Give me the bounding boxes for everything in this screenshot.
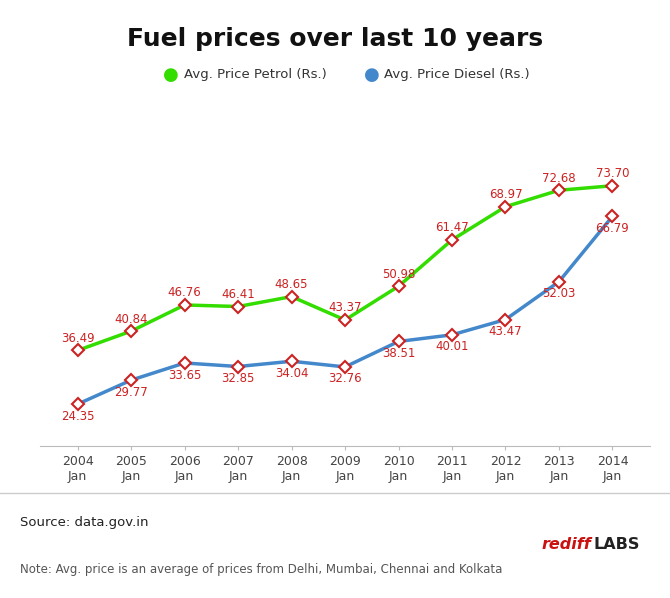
Text: 43.47: 43.47 [488,325,523,338]
Text: 40.84: 40.84 [115,313,148,325]
Text: 38.51: 38.51 [382,347,415,360]
Text: 36.49: 36.49 [61,332,94,345]
Text: 33.65: 33.65 [168,368,201,382]
Text: 24.35: 24.35 [61,410,94,423]
Text: Avg. Price Petrol (Rs.): Avg. Price Petrol (Rs.) [184,68,327,81]
Text: 34.04: 34.04 [275,367,308,380]
Text: 40.01: 40.01 [436,340,469,353]
Text: 72.68: 72.68 [542,172,576,185]
Text: 46.76: 46.76 [168,286,202,300]
Text: 43.37: 43.37 [328,301,362,315]
Text: 50.98: 50.98 [382,268,415,280]
Text: LABS: LABS [594,536,640,552]
Text: rediff: rediff [541,536,591,552]
Text: 46.41: 46.41 [221,288,255,301]
Text: Fuel prices over last 10 years: Fuel prices over last 10 years [127,27,543,51]
Text: 66.79: 66.79 [596,222,629,235]
Text: 32.85: 32.85 [221,372,255,385]
Text: Source: data.gov.in: Source: data.gov.in [20,515,149,529]
Text: 32.76: 32.76 [328,373,362,386]
Text: ●: ● [163,66,179,84]
Text: ●: ● [364,66,380,84]
Text: 29.77: 29.77 [115,386,148,399]
Text: 61.47: 61.47 [435,221,469,234]
Text: 68.97: 68.97 [488,188,523,201]
Text: 52.03: 52.03 [542,287,576,300]
Text: Note: Avg. price is an average of prices from Delhi, Mumbai, Chennai and Kolkata: Note: Avg. price is an average of prices… [20,563,502,576]
Text: Avg. Price Diesel (Rs.): Avg. Price Diesel (Rs.) [384,68,529,81]
Text: 73.70: 73.70 [596,167,629,180]
Text: 48.65: 48.65 [275,278,308,291]
